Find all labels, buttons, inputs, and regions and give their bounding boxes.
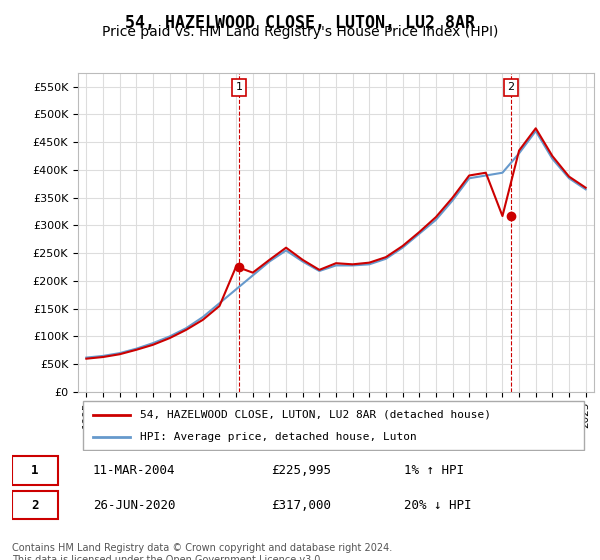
Text: 2: 2 bbox=[31, 498, 39, 511]
Text: 20% ↓ HPI: 20% ↓ HPI bbox=[404, 498, 471, 511]
Text: 2: 2 bbox=[507, 82, 514, 92]
Text: 1: 1 bbox=[236, 82, 243, 92]
Text: 26-JUN-2020: 26-JUN-2020 bbox=[92, 498, 175, 511]
Text: Price paid vs. HM Land Registry's House Price Index (HPI): Price paid vs. HM Land Registry's House … bbox=[102, 25, 498, 39]
Text: 1: 1 bbox=[31, 464, 39, 477]
FancyBboxPatch shape bbox=[12, 491, 58, 519]
Text: 1% ↑ HPI: 1% ↑ HPI bbox=[404, 464, 464, 477]
FancyBboxPatch shape bbox=[12, 456, 58, 484]
Text: £317,000: £317,000 bbox=[271, 498, 331, 511]
Text: £225,995: £225,995 bbox=[271, 464, 331, 477]
Text: Contains HM Land Registry data © Crown copyright and database right 2024.
This d: Contains HM Land Registry data © Crown c… bbox=[12, 543, 392, 560]
Text: HPI: Average price, detached house, Luton: HPI: Average price, detached house, Luto… bbox=[140, 432, 416, 442]
FancyBboxPatch shape bbox=[83, 402, 584, 450]
Text: 11-MAR-2004: 11-MAR-2004 bbox=[92, 464, 175, 477]
Text: 54, HAZELWOOD CLOSE, LUTON, LU2 8AR: 54, HAZELWOOD CLOSE, LUTON, LU2 8AR bbox=[125, 14, 475, 32]
Text: 54, HAZELWOOD CLOSE, LUTON, LU2 8AR (detached house): 54, HAZELWOOD CLOSE, LUTON, LU2 8AR (det… bbox=[140, 409, 491, 419]
